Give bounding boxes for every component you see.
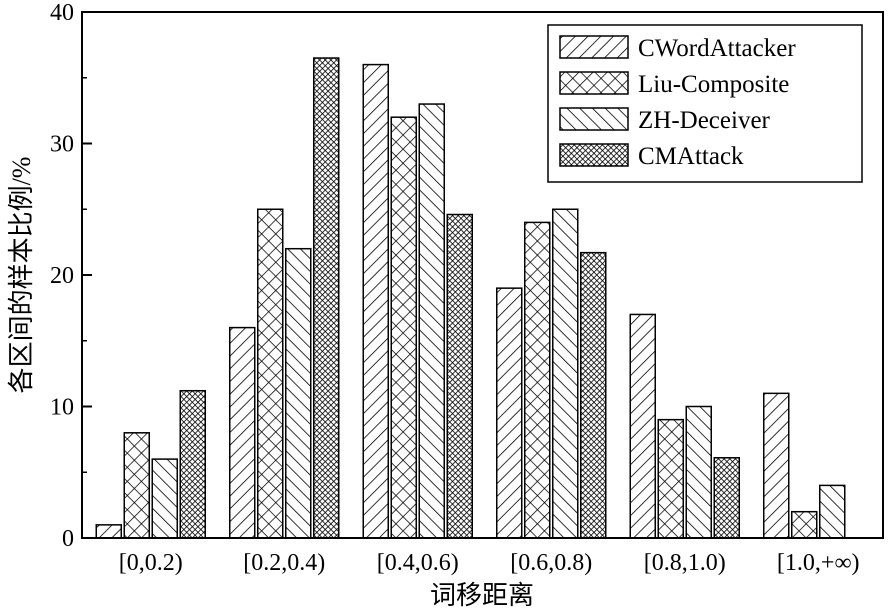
x-tick-label: [0.4,0.6) — [377, 550, 459, 576]
bar-cwordattacker-1 — [229, 326, 256, 539]
x-tick-label: [0.6,0.8) — [510, 550, 592, 576]
y-tick-label: 40 — [50, 0, 74, 26]
bar-zh-deceiver-1 — [285, 247, 312, 539]
bar-cmattack-2 — [446, 213, 473, 539]
bar-zh-deceiver-5 — [819, 484, 846, 539]
bar-zh-deceiver-2 — [418, 103, 445, 539]
x-tick-label: [1.0,+∞) — [777, 550, 860, 576]
bar-cmattack-0 — [179, 389, 206, 539]
legend-swatch-liu-composite — [559, 71, 629, 95]
bar-liu-composite-3 — [524, 221, 551, 539]
bar-liu-composite-0 — [123, 432, 150, 539]
bar-liu-composite-5 — [791, 510, 818, 539]
legend-swatch-cmattack — [559, 143, 629, 167]
bar-zh-deceiver-4 — [685, 405, 712, 539]
bar-liu-composite-4 — [657, 418, 684, 539]
y-tick-label: 10 — [50, 395, 74, 421]
legend-label-cwordattacker: CWordAttacker — [638, 35, 796, 62]
legend-label-zh-deceiver: ZH-Deceiver — [638, 107, 771, 134]
legend-label-liu-composite: Liu-Composite — [638, 71, 789, 98]
bar-cwordattacker-5 — [763, 392, 790, 539]
x-tick-label: [0.8,1.0) — [644, 550, 726, 576]
x-tick-label: [0.2,0.4) — [243, 550, 325, 576]
bar-zh-deceiver-3 — [552, 208, 579, 539]
bar-liu-composite-1 — [257, 208, 284, 539]
axes-layer: [0,0.2) [0.2,0.4) [0.4,0.6) [0.6,0.8) [0.8,1… — [50, 0, 860, 576]
bar-cwordattacker-4 — [629, 313, 656, 539]
y-tick-label: 20 — [50, 263, 74, 289]
x-axis-label: 词移距离 — [430, 581, 534, 610]
bar-liu-composite-2 — [390, 116, 417, 539]
x-tick-label: [0,0.2) — [119, 550, 183, 576]
y-tick-label: 30 — [50, 132, 74, 158]
bar-cmattack-1 — [313, 57, 340, 539]
legend-label-cmattack: CMAttack — [638, 143, 744, 170]
y-tick-label: 0 — [62, 526, 74, 552]
bar-cwordattacker-2 — [362, 63, 389, 539]
bar-cwordattacker-3 — [496, 287, 523, 539]
legend-swatch-zh-deceiver — [559, 107, 629, 131]
bars-layer — [95, 57, 846, 539]
bar-cwordattacker-0 — [95, 524, 122, 539]
legend: CWordAttacker Liu-Composite ZH-Deceiver CMA… — [547, 24, 863, 183]
bar-cmattack-3 — [580, 251, 607, 539]
bar-zh-deceiver-0 — [151, 458, 178, 539]
legend-swatch-cwordattacker — [559, 35, 629, 59]
bar-cmattack-4 — [713, 457, 740, 539]
y-axis-label: 各区间的样本比例/% — [7, 157, 36, 394]
